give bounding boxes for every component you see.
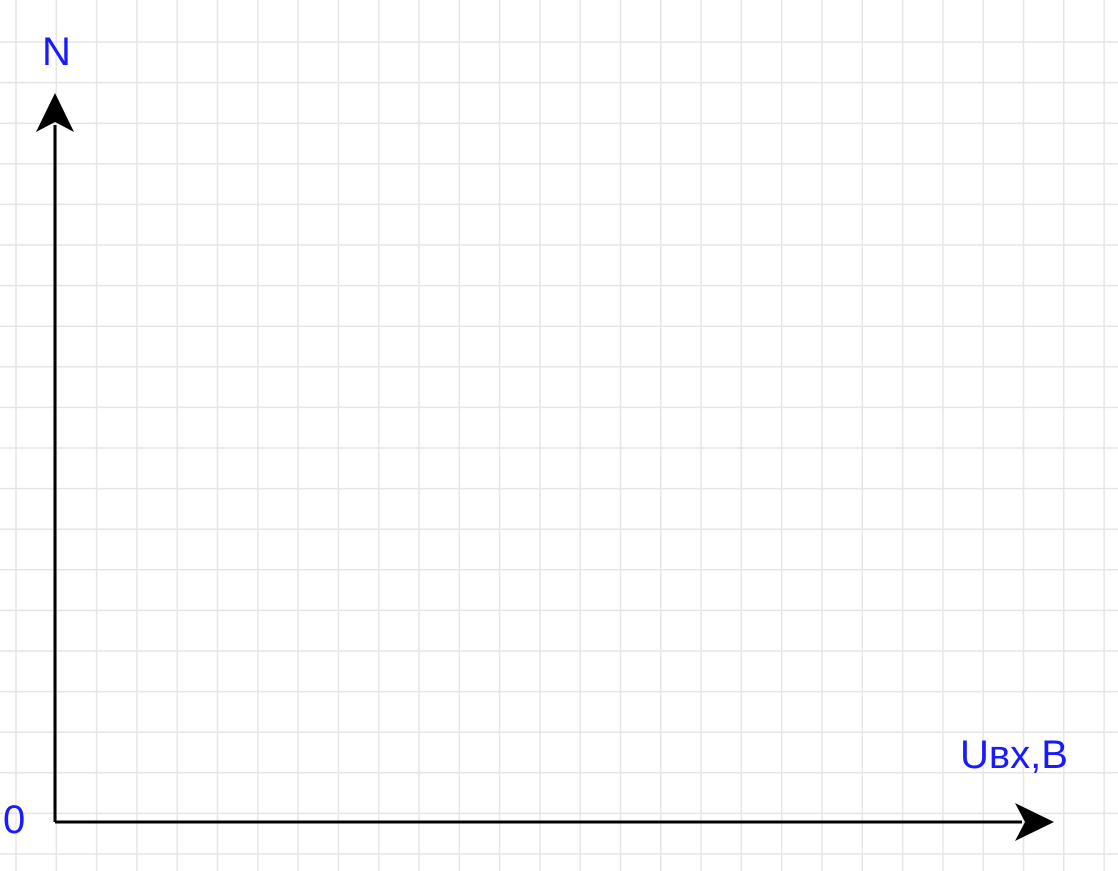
x-axis-label: Uвх,В <box>960 733 1068 777</box>
y-axis-label: N <box>42 30 71 74</box>
y-axis-arrowhead <box>36 93 74 132</box>
x-axis-arrowhead <box>1015 803 1054 841</box>
origin-label: 0 <box>3 798 25 842</box>
